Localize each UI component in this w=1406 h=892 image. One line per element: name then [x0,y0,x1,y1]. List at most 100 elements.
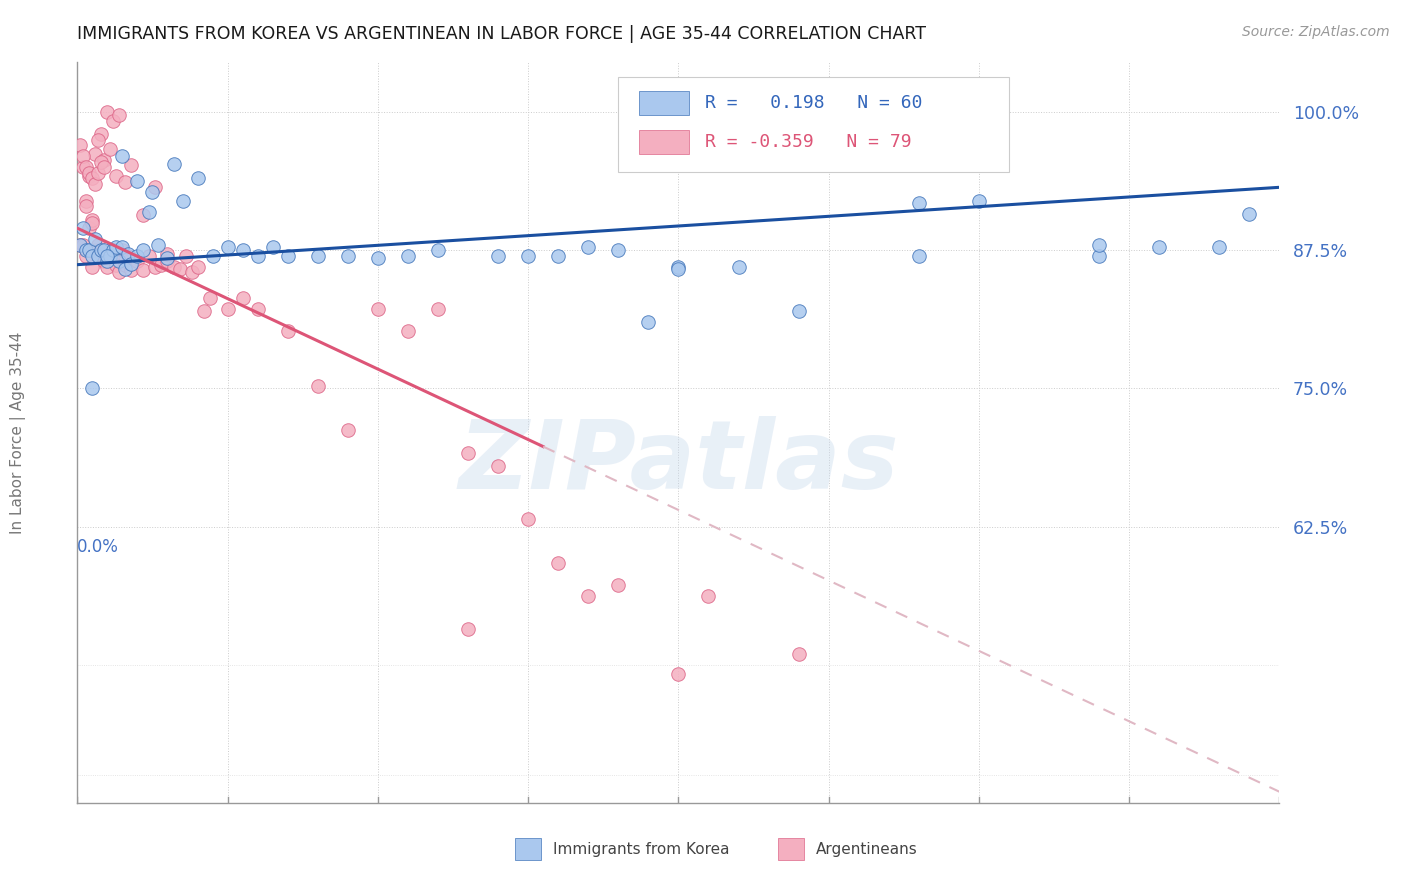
Point [138,204,160,219]
Text: IMMIGRANTS FROM KOREA VS ARGENTINEAN IN LABOR FORCE | AGE 35-44 CORRELATION CHAR: IMMIGRANTS FROM KOREA VS ARGENTINEAN IN … [77,25,927,43]
Point [75,249,97,263]
Point [162,260,184,274]
Text: R = -0.359   N = 79: R = -0.359 N = 79 [704,133,911,151]
Point [69,237,91,252]
Point [427,301,450,316]
Point [232,291,254,305]
Point [246,301,269,316]
Text: R =   0.198   N = 60: R = 0.198 N = 60 [704,95,922,112]
Point [138,249,160,263]
Point [90,244,112,258]
Point [787,304,810,318]
Point [277,249,299,263]
Point [75,194,97,208]
Point [132,263,155,277]
Point [486,249,509,263]
Point [96,105,118,120]
Point [100,142,122,156]
Point [517,249,540,263]
Point [217,240,239,254]
Point [336,424,359,438]
Point [457,445,479,459]
Point [82,260,104,274]
Point [93,161,115,175]
Point [114,258,136,272]
Point [367,251,389,265]
Point [117,246,139,260]
Point [277,324,299,338]
Point [1208,240,1230,254]
Point [246,249,269,263]
Point [103,244,125,258]
Point [127,249,149,263]
Text: ZIPatlas: ZIPatlas [458,416,898,508]
Point [108,108,131,122]
Point [82,249,104,263]
Point [90,246,112,260]
Point [908,249,931,263]
Bar [778,838,804,860]
Point [186,171,209,186]
Point [307,379,329,393]
Point [668,262,690,277]
Text: In Labor Force | Age 35-44: In Labor Force | Age 35-44 [10,332,27,533]
Point [87,166,110,180]
Point [79,169,101,184]
Point [127,174,149,188]
Point [96,254,118,268]
Point [193,304,215,318]
Point [82,381,104,395]
Point [172,194,194,208]
Point [82,171,104,186]
Point [156,251,179,265]
Point [79,166,101,180]
Point [607,244,630,258]
Point [1088,249,1111,263]
Point [69,138,91,153]
Point [120,158,142,172]
Point [82,213,104,227]
Point [111,244,134,258]
Point [69,237,91,252]
Point [132,208,155,222]
Bar [638,130,689,153]
Point [486,458,509,473]
Point [105,258,128,272]
Point [75,244,97,258]
Point [100,249,122,263]
Point [72,237,94,252]
Point [162,157,184,171]
Point [103,249,125,263]
Bar [638,91,689,115]
Point [547,556,569,570]
Point [427,244,450,258]
Point [367,301,389,316]
Point [114,262,136,277]
Point [87,237,110,252]
Point [93,254,115,268]
Point [217,301,239,316]
Point [198,291,221,305]
Point [232,244,254,258]
Point [174,249,197,263]
Point [1149,240,1171,254]
Point [111,149,134,163]
Point [150,258,173,272]
Point [87,133,110,147]
Point [90,128,112,142]
Point [145,180,167,194]
Point [201,249,224,263]
Point [111,240,134,254]
Point [75,161,97,175]
Point [668,260,690,274]
Point [307,249,329,263]
Point [169,262,191,277]
Point [79,244,101,258]
Point [90,154,112,169]
Point [1239,207,1261,221]
Point [127,254,149,268]
Point [396,249,419,263]
Point [72,161,94,175]
Point [117,249,139,263]
Point [517,512,540,526]
